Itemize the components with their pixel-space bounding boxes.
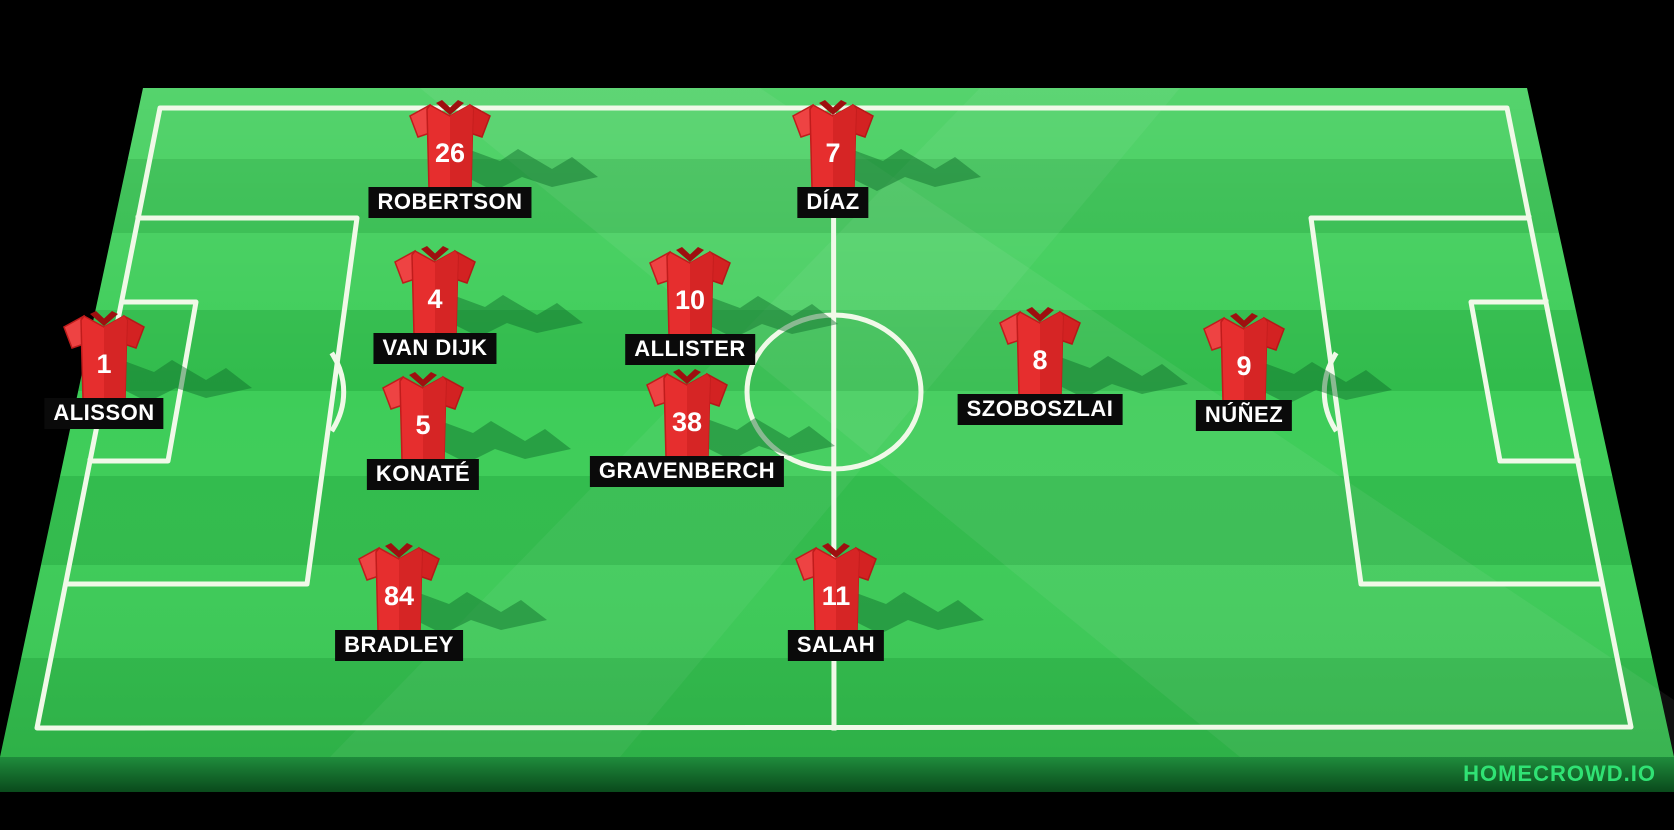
right-goal-area [1468, 299, 1581, 464]
player-name-label: SZOBOSZLAI [957, 394, 1123, 425]
jersey-shadow [698, 294, 838, 338]
touchline-boundary [34, 105, 1634, 731]
jersey-shadow [407, 590, 547, 634]
jersey-shadow [841, 147, 981, 191]
jersey-number: 84 [384, 581, 414, 611]
jersey-number: 10 [675, 285, 705, 315]
player-diaz[interactable]: 7 DÍAZ [783, 99, 983, 229]
player-alisson[interactable]: 1 ALISSON [44, 310, 254, 440]
player-szoboszlai[interactable]: 8 SZOBOSZLAI [957, 306, 1190, 436]
jersey-graphic: 38 [646, 369, 835, 460]
player-konate[interactable]: 5 KONATÉ [366, 371, 573, 501]
player-bradley[interactable]: 84 BRADLEY [335, 542, 549, 672]
player-salah[interactable]: 11 SALAH [786, 542, 986, 672]
pitch-front-face [0, 757, 1674, 792]
jersey-graphic: 11 [795, 543, 984, 634]
player-name-label: SALAH [787, 630, 885, 661]
player-name-label: VAN DIJK [373, 333, 497, 364]
jersey-number: 26 [435, 138, 465, 168]
player-name-label: ALISSON [44, 398, 164, 429]
jersey-number: 4 [427, 284, 442, 314]
jersey-graphic: 8 [999, 307, 1188, 398]
jersey-shadow [844, 590, 984, 634]
jersey-icon: 10 [649, 247, 731, 337]
jersey-icon: 7 [792, 100, 874, 190]
jersey-shadow [458, 147, 598, 191]
player-name-label: BRADLEY [335, 630, 463, 661]
player-robertson[interactable]: 26 ROBERTSON [368, 99, 600, 229]
jersey-number: 9 [1236, 351, 1251, 381]
jersey-icon: 1 [63, 311, 145, 401]
left-goal-area [87, 299, 199, 464]
jersey-icon: 26 [409, 100, 491, 190]
jersey-shadow [1048, 354, 1188, 398]
watermark-text: HOMECROWD.IO [1463, 761, 1656, 786]
player-name-label: GRAVENBERCH [589, 456, 785, 487]
player-nunez[interactable]: 9 NÚÑEZ [1194, 312, 1394, 442]
jersey-graphic: 84 [358, 543, 547, 634]
jersey-number: 38 [672, 407, 702, 437]
jersey-shadow [443, 293, 583, 337]
jersey-number: 8 [1032, 345, 1047, 375]
jersey-icon: 84 [358, 543, 440, 633]
jersey-shadow [112, 358, 252, 402]
jersey-number: 1 [96, 349, 111, 379]
jersey-icon: 9 [1203, 313, 1285, 403]
player-name-label: ROBERTSON [368, 187, 532, 218]
left-penalty-arc [329, 351, 347, 433]
jersey-shadow [695, 416, 835, 460]
player-name-label: NÚÑEZ [1195, 400, 1293, 431]
right-penalty-arc [1321, 351, 1339, 433]
jersey-number: 11 [822, 581, 851, 611]
jersey-graphic: 4 [394, 246, 583, 337]
jersey-icon: 4 [394, 246, 476, 336]
player-name-label: DÍAZ [797, 187, 869, 218]
jersey-number: 5 [415, 410, 430, 440]
jersey-graphic: 1 [63, 311, 252, 402]
jersey-shadow [1252, 360, 1392, 404]
jersey-icon: 8 [999, 307, 1081, 397]
player-allister[interactable]: 10 ALLISTER [625, 246, 840, 376]
jersey-icon: 5 [382, 372, 464, 462]
jersey-graphic: 5 [382, 372, 571, 463]
jersey-icon: 38 [646, 369, 728, 459]
center-circle [744, 312, 924, 472]
right-penalty-area [1308, 215, 1605, 587]
jersey-number: 7 [825, 138, 840, 168]
jersey-graphic: 9 [1203, 313, 1392, 404]
jersey-shadow [431, 419, 571, 463]
player-gravenberch[interactable]: 38 GRAVENBERCH [589, 368, 837, 498]
jersey-graphic: 10 [649, 247, 838, 338]
jersey-icon: 11 [795, 543, 877, 633]
player-van-dijk[interactable]: 4 VAN DIJK [373, 245, 585, 375]
player-name-label: KONATÉ [366, 459, 480, 490]
jersey-graphic: 7 [792, 100, 981, 191]
player-name-label: ALLISTER [625, 334, 755, 365]
left-penalty-area [63, 215, 360, 587]
jersey-graphic: 26 [409, 100, 598, 191]
